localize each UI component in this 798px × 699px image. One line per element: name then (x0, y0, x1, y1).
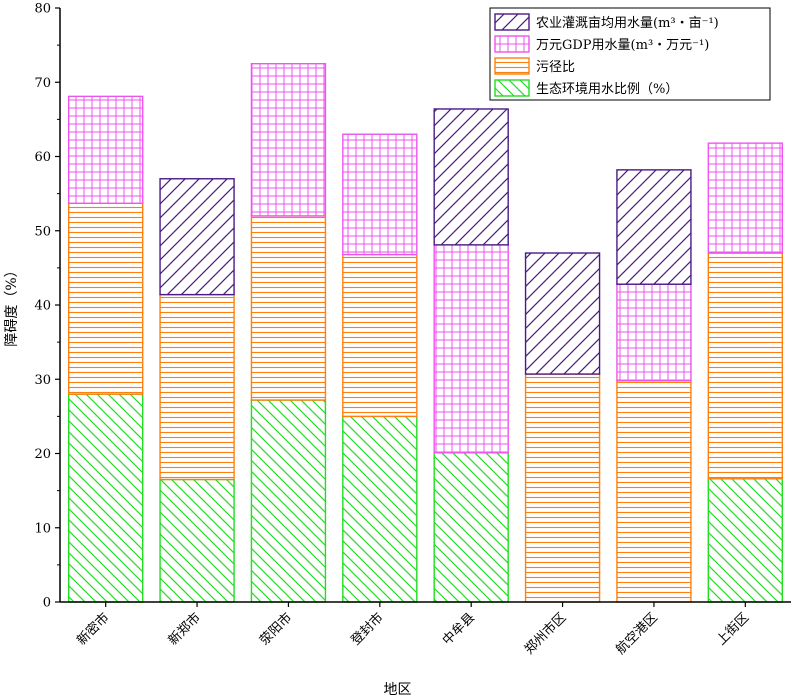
bar-segment-8-series-1 (707, 478, 784, 603)
bar-segment-7-series-2 (616, 380, 692, 603)
x-tick-label: 航空港区 (613, 610, 661, 658)
bar-segment-4-series-1 (342, 415, 418, 603)
y-tick-label: 10 (34, 521, 51, 536)
y-tick-label: 80 (34, 2, 51, 17)
bar-segment-8-series-2 (707, 252, 784, 480)
y-tick-label: 40 (34, 299, 51, 314)
bar-segment-4-series-3 (342, 133, 418, 256)
y-tick-label: 30 (34, 373, 51, 388)
bar-segment-3-series-1 (250, 399, 327, 603)
bar-segment-1-series-3 (67, 95, 144, 204)
legend-swatch-2 (494, 57, 530, 75)
legend-swatch-4 (494, 13, 530, 31)
legend-label-3: 万元GDP用水量(m³・万元⁻¹) (536, 38, 709, 53)
y-tick-label: 70 (34, 76, 51, 91)
bar-segment-5-series-1 (433, 452, 509, 603)
legend-label-2: 污径比 (536, 60, 575, 75)
bar-segment-1-series-1 (67, 393, 144, 603)
x-tick-label: 郑州市区 (521, 610, 569, 658)
y-tick-label: 20 (34, 447, 51, 462)
x-tick-label: 新郑市 (165, 610, 204, 649)
legend-label-1: 生态环境用水比例（%） (536, 82, 678, 97)
bar-segment-6-series-4 (524, 252, 601, 375)
x-tick-label: 中牟县 (440, 610, 478, 648)
y-tick-label: 0 (43, 596, 51, 611)
y-axis-title: 障碍度（%） (4, 263, 20, 346)
bar-segment-2-series-1 (159, 478, 235, 603)
bar-segment-7-series-3 (616, 283, 692, 382)
x-tick-label: 荥阳市 (256, 610, 295, 649)
legend-box (489, 7, 771, 101)
bar-segment-3-series-3 (250, 62, 327, 217)
legend-swatch-3 (494, 35, 530, 53)
x-axis-title: 地区 (384, 682, 412, 698)
bar-segment-2-series-2 (159, 293, 235, 481)
x-tick-label: 上街区 (714, 610, 752, 648)
bar-segment-2-series-4 (159, 178, 235, 296)
bar-segment-5-series-4 (433, 108, 509, 246)
x-tick-label: 新密市 (74, 610, 113, 649)
legend: 农业灌溉亩均用水量(m³・亩⁻¹) 万元GDP用水量(m³・万元⁻¹) 污径比生态环… (489, 7, 771, 101)
y-tick-label: 60 (34, 150, 51, 165)
bars-layer (67, 62, 784, 603)
bar-segment-8-series-3 (707, 142, 784, 254)
bar-segment-4-series-2 (342, 253, 418, 418)
bar-segment-7-series-4 (616, 169, 692, 285)
bar-segment-3-series-2 (250, 215, 327, 401)
bar-segment-1-series-2 (67, 202, 144, 395)
y-tick-label: 50 (34, 224, 51, 239)
bar-segment-6-series-2 (524, 373, 601, 603)
bar-segment-5-series-3 (433, 244, 509, 454)
legend-swatch-1 (494, 79, 530, 97)
x-tick-label: 登封市 (348, 610, 387, 649)
legend-label-4: 农业灌溉亩均用水量(m³・亩⁻¹) (536, 15, 719, 31)
